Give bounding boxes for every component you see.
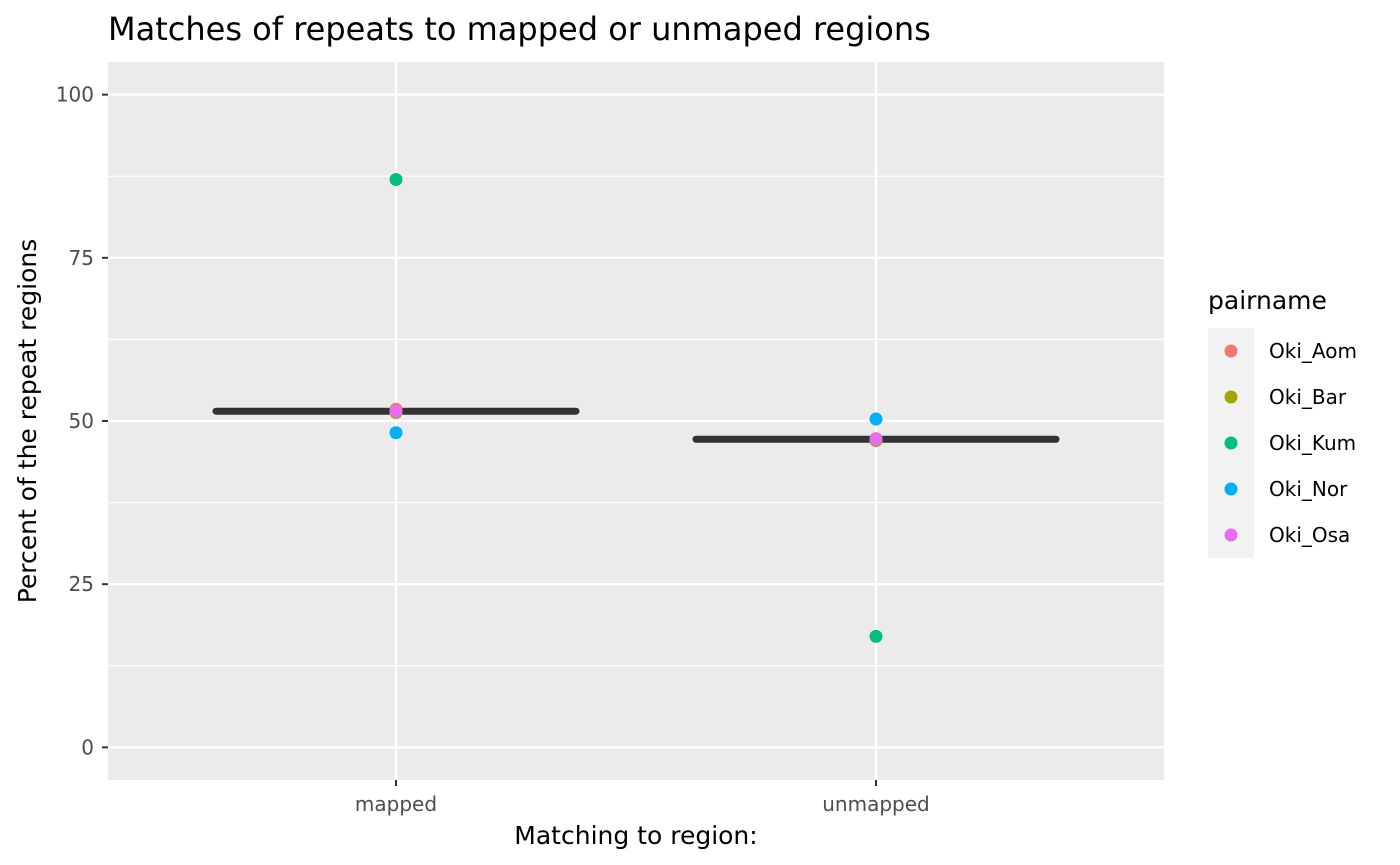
data-point [389, 404, 403, 418]
legend-label: Oki_Nor [1269, 477, 1348, 501]
x-axis: mapped unmapped [355, 780, 930, 816]
y-tick-label: 50 [69, 409, 94, 433]
y-tick-label: 0 [81, 735, 94, 759]
y-tick-label: 75 [69, 246, 94, 270]
data-point [869, 629, 883, 643]
data-point [389, 426, 403, 440]
legend-label: Oki_Aom [1269, 339, 1357, 363]
legend-title: pairname [1208, 286, 1327, 315]
x-tick-label: unmapped [822, 792, 929, 816]
legend-key [1224, 436, 1238, 450]
data-point [869, 432, 883, 446]
legend: pairname Oki_Aom Oki_Bar Oki_Kum Oki_Nor Oki… [1208, 286, 1357, 558]
y-axis-title: Percent of the repeat regions [13, 239, 42, 604]
legend-key [1224, 344, 1238, 358]
legend-label: Oki_Bar [1269, 385, 1347, 409]
data-point [389, 172, 403, 186]
y-tick-label: 25 [69, 572, 94, 596]
legend-label: Oki_Osa [1269, 523, 1350, 547]
legend-key [1224, 528, 1238, 542]
x-axis-title: Matching to region: [514, 821, 757, 850]
legend-label: Oki_Kum [1269, 431, 1356, 455]
y-tick-label: 100 [56, 83, 94, 107]
data-points [389, 172, 883, 643]
legend-key [1224, 482, 1238, 496]
x-tick-label: mapped [355, 792, 437, 816]
chart-title: Matches of repeats to mapped or unmaped … [108, 10, 931, 48]
y-axis: 0 25 50 75 100 [56, 83, 108, 759]
data-point [869, 412, 883, 426]
legend-key [1224, 390, 1238, 404]
